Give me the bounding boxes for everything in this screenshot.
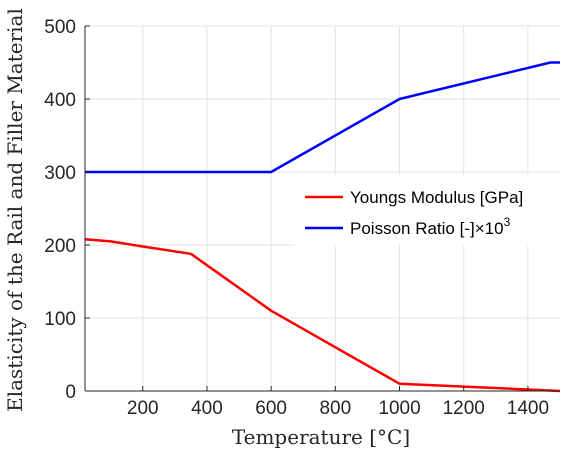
series-lines: [84, 61, 561, 393]
legend-poisson-superscript: 3: [504, 215, 511, 229]
x-tick-label-800: 800: [319, 398, 351, 419]
x-axis-label: Temperature [°C]: [232, 425, 410, 449]
x-tick-label-1400: 1400: [507, 398, 549, 419]
legend-poisson-name: Poisson Ratio [-]: [350, 219, 475, 238]
y-tick-label-100: 100: [44, 309, 76, 330]
y-tick-label-200: 200: [44, 236, 76, 257]
legend-box: [294, 174, 562, 246]
y-tick-label-500: 500: [44, 17, 76, 38]
legend-poisson-suffix: ×10: [475, 219, 504, 238]
y-tick-label-400: 400: [44, 90, 76, 111]
x-tick-label-1200: 1200: [443, 398, 485, 419]
legend[interactable]: Youngs Modulus [GPa] Poisson Ratio [-]×1…: [294, 174, 562, 246]
y-tick-label-0: 0: [65, 382, 76, 403]
x-tick-label-200: 200: [127, 398, 159, 419]
x-tick-label-600: 600: [255, 398, 287, 419]
legend-label-youngs-modulus: Youngs Modulus [GPa]: [350, 188, 523, 207]
legend-label-poisson-ratio: Poisson Ratio [-]×103: [350, 215, 511, 238]
y-tick-label-300: 300: [44, 163, 76, 184]
series-line-youngs-modulus: [84, 237, 561, 393]
y-axis-label: Elasticity of the Rail and Filler Materi…: [3, 8, 27, 412]
axes: [84, 25, 560, 392]
tick-labels: 200 400 600 800 1000 1200 1400 0 100 200 300 400 500: [44, 17, 549, 419]
x-tick-label-1000: 1000: [378, 398, 420, 419]
series-line-poisson-ratio: [85, 61, 560, 174]
x-tick-label-400: 400: [191, 398, 223, 419]
